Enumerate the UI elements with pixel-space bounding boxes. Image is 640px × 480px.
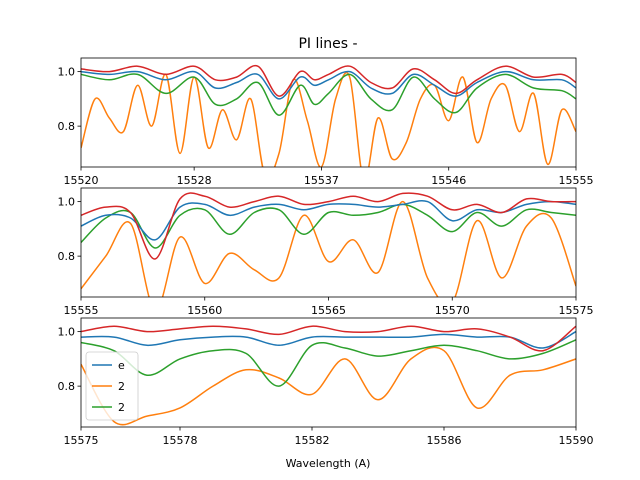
panel-2-series-e-line — [81, 200, 576, 241]
x-tick-label: 15575 — [64, 434, 99, 447]
x-tick-label: 15570 — [435, 304, 470, 317]
panel-3-frame — [80, 317, 577, 428]
panel-2-series — [81, 192, 576, 297]
panel-1-series-red-line — [81, 64, 576, 97]
panel-1-series-2a-line — [81, 71, 576, 167]
x-tick-label: 15586 — [427, 434, 462, 447]
panel-3-series-2a-line — [81, 346, 576, 426]
panel-1-series-2b-line — [81, 73, 576, 116]
panel-1-series — [81, 64, 576, 167]
panel-1-series-e-line — [81, 70, 576, 100]
panel-1-frame — [80, 57, 577, 168]
chart-title: PI lines - — [298, 36, 357, 52]
y-tick-label: 1.0 — [58, 326, 76, 339]
x-tick-label: 15575 — [559, 304, 594, 317]
legend: e 2 2 — [85, 351, 139, 421]
y-tick-label: 0.8 — [58, 120, 76, 133]
legend-label: e — [118, 359, 125, 372]
x-tick-label: 15560 — [187, 304, 222, 317]
x-tick-label: 15546 — [431, 174, 466, 187]
panels: 15520 15528 15537 15546 15555 0.8 1.0 15555 1556… — [58, 57, 594, 447]
x-axis-label: Wavelength (A) — [286, 457, 371, 470]
legend-label: 2 — [118, 401, 125, 414]
y-tick-label: 1.0 — [58, 66, 76, 79]
x-tick-label: 15520 — [64, 174, 99, 187]
panel-2-series-red-line — [81, 192, 576, 260]
x-tick-label: 15578 — [163, 434, 198, 447]
legend-label: 2 — [118, 380, 125, 393]
y-tick-label: 0.8 — [58, 250, 76, 263]
panel-3: 15575 15578 15582 15586 15590 0.8 1.0 — [58, 317, 594, 447]
x-tick-label: 15555 — [559, 174, 594, 187]
panel-3-series-red-line — [81, 325, 576, 352]
x-tick-label: 15582 — [295, 434, 330, 447]
panel-2-series-2b-line — [81, 203, 576, 249]
x-tick-label: 15555 — [64, 304, 99, 317]
panel-2-series-2a-line — [81, 200, 576, 297]
panel-3-series — [81, 325, 576, 426]
x-tick-label: 15565 — [311, 304, 346, 317]
panel-3-series-2b-line — [81, 339, 576, 387]
y-tick-label: 0.8 — [58, 380, 76, 393]
panel-3-series-e-line — [81, 330, 576, 349]
y-tick-label: 1.0 — [58, 196, 76, 209]
panel-1: 15520 15528 15537 15546 15555 0.8 1.0 — [58, 57, 594, 187]
x-tick-label: 15590 — [559, 434, 594, 447]
panel-2: 15555 15560 15565 15570 15575 0.8 1.0 — [58, 187, 594, 317]
x-tick-label: 15528 — [177, 174, 212, 187]
x-tick-label: 15537 — [304, 174, 339, 187]
